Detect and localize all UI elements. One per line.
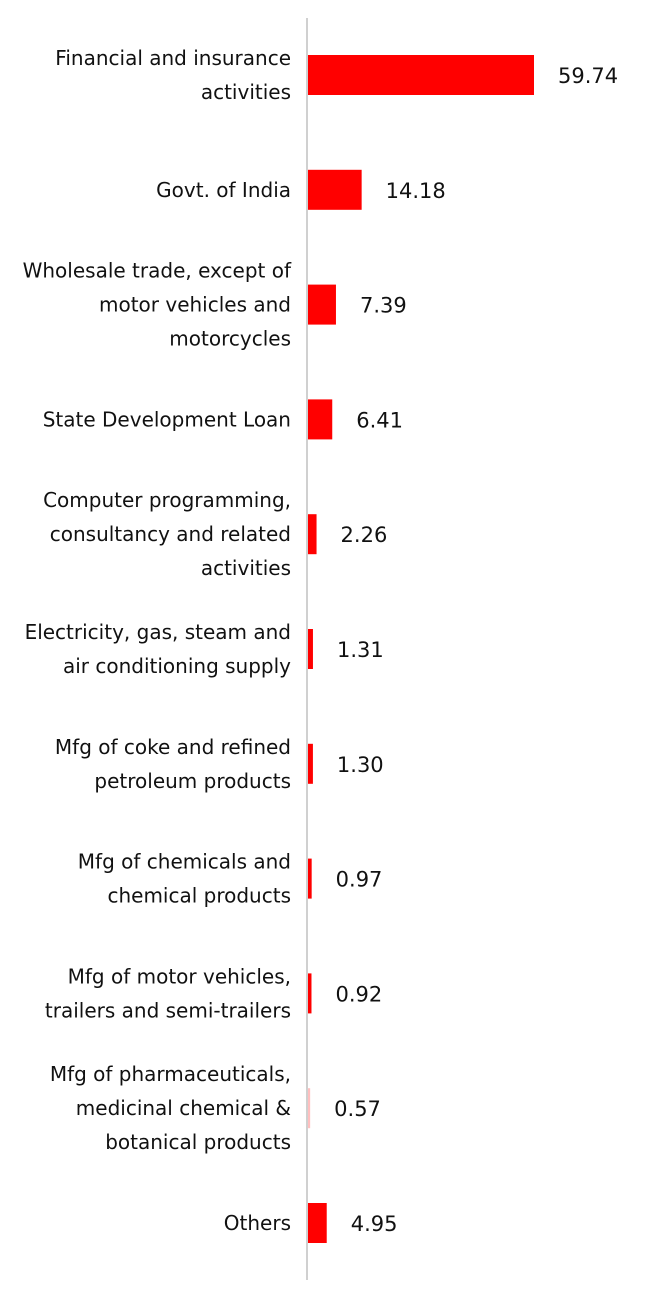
category-label-line: State Development Loan (43, 407, 291, 431)
value-label-4: 2.26 (341, 523, 388, 547)
category-label-line: medicinal chemical & (76, 1096, 291, 1120)
bar-2 (308, 284, 336, 325)
bar-8 (308, 973, 312, 1014)
category-label-0: Financial and insurance activities (55, 46, 291, 104)
category-label-3: State Development Loan (43, 407, 291, 431)
category-label-line: motorcycles (169, 327, 291, 351)
bar-1 (308, 169, 362, 210)
bar-0 (308, 55, 534, 95)
value-label-2: 7.39 (360, 294, 407, 318)
value-label-10: 4.95 (351, 1212, 398, 1236)
value-label-3: 6.41 (356, 408, 403, 432)
category-label-line: Computer programming, (43, 488, 291, 512)
value-label-8: 0.92 (335, 982, 382, 1006)
value-label-1: 14.18 (386, 179, 446, 203)
value-label-0: 59.74 (558, 64, 618, 88)
bar-3 (308, 399, 333, 440)
category-label-8: Mfg of motor vehicles, trailers and semi-… (45, 964, 291, 1022)
category-label-line: Financial and insurance (55, 46, 291, 70)
category-label-line: motor vehicles and (99, 293, 291, 317)
category-label-line: consultancy and related (50, 522, 291, 546)
category-label-2: Wholesale trade, except of motor vehicles… (23, 259, 292, 351)
category-label-4: Computer programming, consultancy and rel… (43, 488, 291, 580)
category-label-line: Mfg of coke and refined (55, 735, 291, 759)
category-label-line: chemical products (107, 884, 291, 908)
category-label-10: Others (224, 1211, 291, 1235)
bar-4 (308, 514, 317, 555)
category-label-line: Electricity, gas, steam and (25, 620, 291, 644)
category-label-6: Mfg of coke and refined petroleum product… (55, 735, 291, 793)
category-label-line: activities (201, 80, 291, 104)
category-label-line: Wholesale trade, except of (23, 259, 292, 283)
category-label-1: Govt. of India (156, 178, 291, 202)
bar-9 (308, 1088, 311, 1129)
category-label-line: petroleum products (94, 769, 291, 793)
bar-5 (308, 629, 313, 669)
bar-6 (308, 743, 313, 784)
category-label-line: Others (224, 1211, 291, 1235)
value-label-7: 0.97 (336, 868, 383, 892)
category-label-line: activities (201, 556, 291, 580)
category-label-7: Mfg of chemicals and chemical products (78, 850, 291, 908)
value-label-5: 1.31 (337, 638, 384, 662)
category-label-line: Mfg of motor vehicles, (68, 964, 291, 988)
value-label-6: 1.30 (337, 753, 384, 777)
category-label-line: botanical products (105, 1130, 291, 1154)
bar-7 (308, 858, 312, 899)
bar-10 (308, 1203, 327, 1243)
category-label-5: Electricity, gas, steam and air condition… (25, 620, 292, 678)
category-label-line: Mfg of pharmaceuticals, (50, 1062, 291, 1086)
category-label-line: Mfg of chemicals and (78, 850, 291, 874)
category-label-line: air conditioning supply (63, 654, 291, 678)
category-label-line: Govt. of India (156, 178, 291, 202)
value-label-9: 0.57 (334, 1097, 381, 1121)
category-label-9: Mfg of pharmaceuticals, medicinal chemica… (50, 1062, 291, 1154)
category-label-line: trailers and semi-trailers (45, 998, 291, 1022)
